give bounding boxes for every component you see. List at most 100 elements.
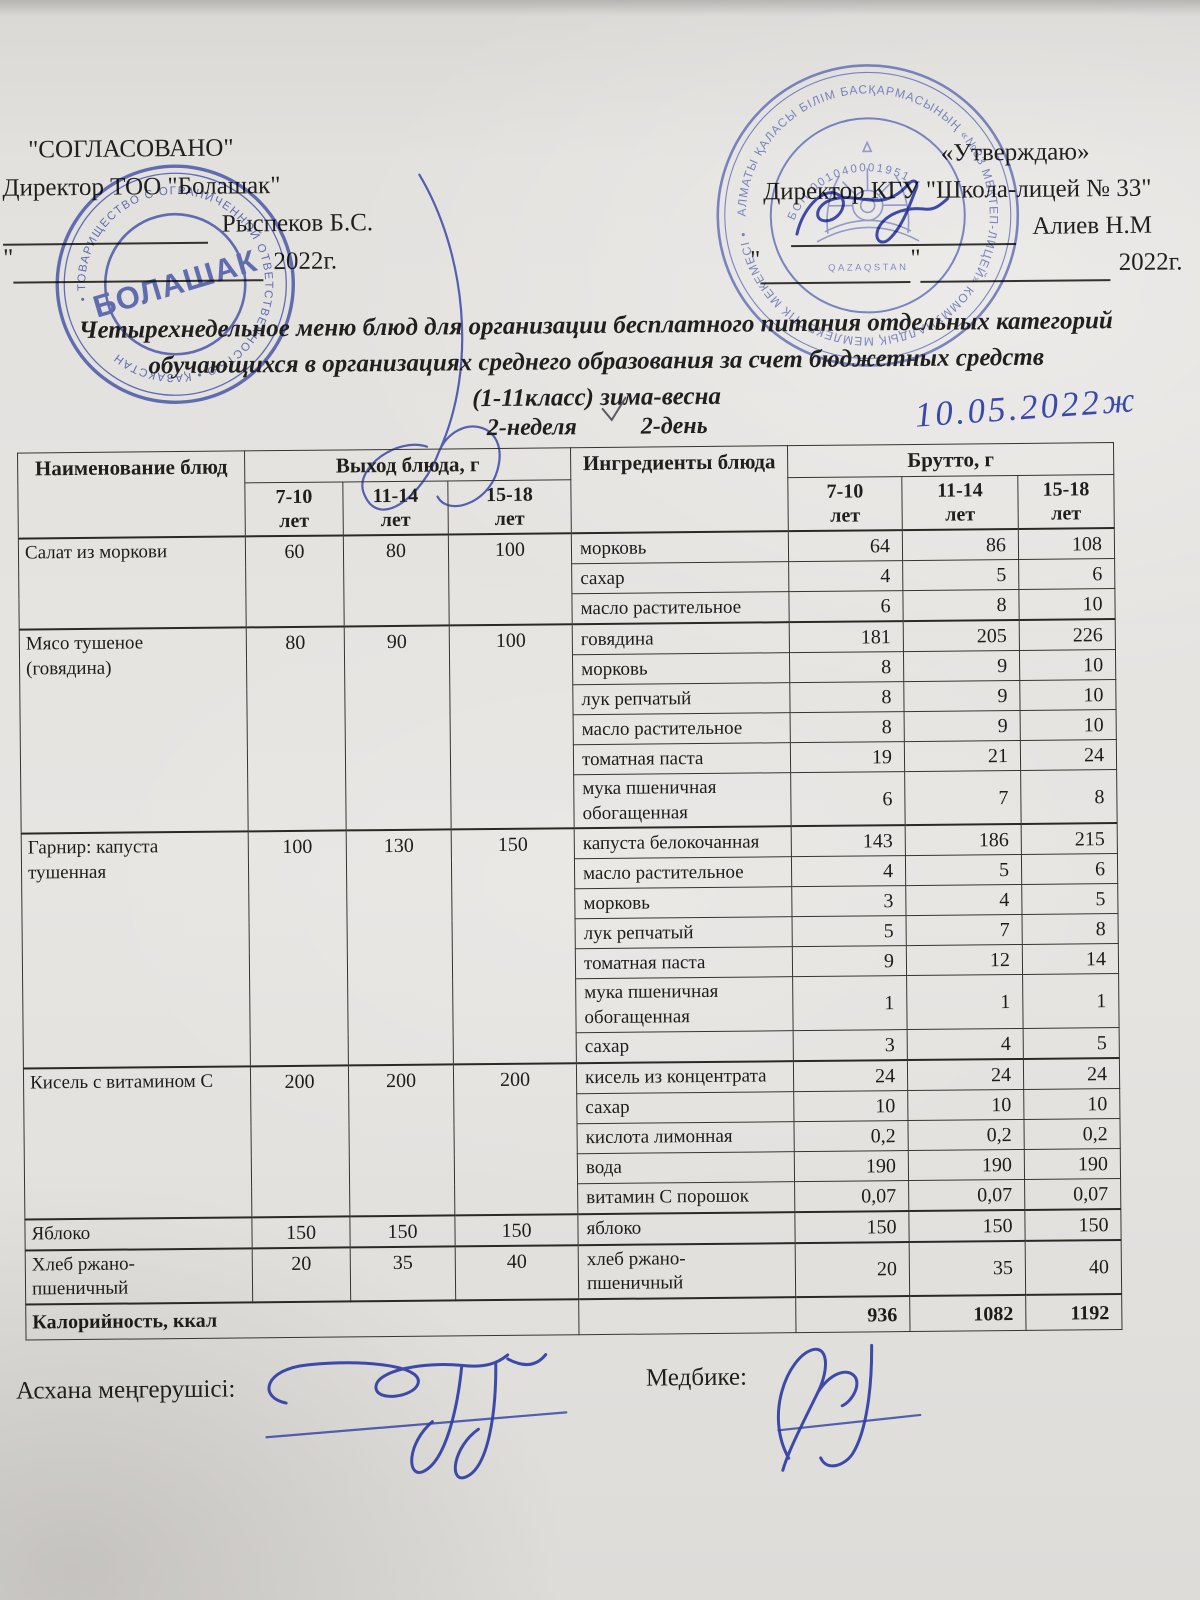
ingredient-name-cell: мука пшеничная обогащенная [573, 772, 792, 829]
school-stamp: АЛМАТЫ ҚАЛАСЫ БІЛІМ БАСҚАРМАСЫНЫҢ «№33 М… [716, 64, 1020, 367]
brutto-value-cell: 190 [794, 1150, 909, 1182]
output-value-cell: 60 [245, 535, 345, 628]
brutto-value-cell: 6 [1018, 558, 1115, 590]
ingredient-name-cell: витамин С порошок [577, 1181, 795, 1214]
output-value-cell: 80 [343, 534, 450, 627]
ingredient-name-cell: лук репчатый [572, 682, 791, 715]
pen-tick [601, 396, 627, 422]
nurse-signature [776, 1343, 922, 1472]
output-value-cell: 150 [251, 1216, 351, 1249]
brutto-value-cell: 5 [1021, 883, 1119, 915]
output-value-cell: 200 [348, 1064, 455, 1217]
brutto-value-cell: 7 [904, 770, 1022, 826]
ingredient-name-cell: вода [577, 1151, 795, 1184]
brutto-value-cell: 8 [1020, 769, 1118, 825]
brutto-value-cell: 108 [1018, 528, 1115, 560]
ingredient-name-cell: лук репчатый [575, 917, 793, 950]
age-header: 15-18 лет [447, 479, 572, 535]
brutto-value-cell: 4 [788, 560, 903, 592]
output-value-cell: 200 [250, 1065, 350, 1218]
calories-value: 1192 [1025, 1294, 1123, 1331]
col-header-ingredients: Ингредиенты блюда [570, 445, 789, 534]
dish-name-cell: Яблоко [24, 1217, 253, 1251]
ingredient-name-cell: сахар [576, 1030, 794, 1063]
ingredient-name-cell: масло растительное [571, 591, 790, 625]
brutto-value-cell: 5 [902, 559, 1019, 591]
age-header: 15-18 лет [1017, 474, 1115, 529]
brutto-value-cell: 1 [792, 975, 908, 1031]
brutto-value-cell: 1 [906, 974, 1024, 1030]
brutto-value-cell: 10 [1019, 679, 1117, 711]
ingredient-name-cell: морковь [574, 887, 793, 920]
brutto-value-cell: 20 [795, 1241, 910, 1298]
ingredient-name-cell: кислота лимонная [577, 1121, 795, 1154]
brutto-value-cell: 86 [902, 528, 1019, 561]
brutto-value-cell: 21 [904, 740, 1021, 772]
output-value-cell: 90 [344, 625, 452, 831]
brutto-value-cell: 24 [907, 1058, 1024, 1091]
brutto-value-cell: 5 [905, 854, 1022, 886]
brutto-value-cell: 24 [1023, 1057, 1120, 1090]
brutto-value-cell: 10 [1018, 588, 1116, 620]
brutto-value-cell: 181 [789, 621, 904, 653]
pen-squiggle [361, 173, 501, 511]
stamp-country-text: QAZAQSTAN [828, 262, 908, 274]
brutto-value-cell: 0,07 [1024, 1178, 1121, 1210]
output-value-cell: 20 [252, 1247, 351, 1303]
brutto-value-cell: 3 [793, 1029, 908, 1061]
ingredient-name-cell: яблоко [577, 1211, 796, 1245]
dish-name-cell: Салат из моркови [18, 536, 247, 630]
output-value-cell: 35 [350, 1246, 456, 1302]
brutto-value-cell: 10 [1023, 1088, 1120, 1120]
brutto-value-cell: 0,2 [907, 1119, 1025, 1151]
brutto-value-cell: 190 [908, 1149, 1025, 1181]
director-signature [795, 179, 950, 244]
ingredient-name-cell: сахар [571, 561, 789, 594]
brutto-value-cell: 150 [794, 1210, 910, 1243]
quote-mark: " [3, 244, 14, 272]
brutto-value-cell: 6 [1021, 853, 1118, 885]
brutto-value-cell: 8 [789, 651, 904, 683]
brutto-value-cell: 10 [793, 1090, 908, 1122]
kazakhstan-emblem-icon [816, 140, 920, 243]
canteen-manager-signature [265, 1353, 568, 1480]
brutto-value-cell: 186 [905, 824, 1022, 856]
brutto-value-cell: 64 [788, 530, 903, 562]
ingredient-name-cell: сахар [576, 1091, 794, 1124]
brutto-value-cell: 4 [907, 1028, 1024, 1060]
brutto-value-cell: 9 [903, 650, 1020, 682]
output-value-cell: 100 [449, 624, 575, 830]
brutto-value-cell: 8 [789, 681, 905, 713]
dish-name-cell: Гарнир: капуста тушенная [21, 831, 251, 1069]
dish-name-cell: Хлеб ржано- пшеничный [25, 1248, 253, 1305]
ingredient-name-cell: томатная паста [573, 742, 791, 775]
bolashak-stamp: • ТОВАРИЩЕСТВО С ОГРАНИЧЕННОЙ ОТВЕТСТВЕН… [55, 164, 295, 404]
brutto-value-cell: 9 [904, 710, 1021, 742]
brutto-value-cell: 150 [908, 1209, 1026, 1242]
menu-table-wrap: Наименование блюд Выход блюда, г Ингреди… [17, 442, 1123, 1341]
calories-value: 936 [795, 1296, 911, 1333]
ingredient-name-cell: масло растительное [574, 857, 792, 890]
brutto-value-cell: 0,07 [794, 1180, 909, 1212]
output-value-cell: 150 [349, 1215, 456, 1248]
brutto-value-cell: 6 [788, 590, 904, 623]
brutto-value-cell: 3 [791, 885, 907, 918]
age-header: 11-14 лет [342, 480, 449, 536]
output-value-cell: 100 [448, 533, 573, 626]
menu-table: Наименование блюд Выход блюда, г Ингреди… [17, 442, 1123, 1341]
brutto-value-cell: 7 [906, 914, 1023, 946]
brutto-value-cell: 226 [1019, 619, 1116, 651]
menu-table-body: Салат из моркови 60 80 100 морковь 64 86 108 сах… [18, 528, 1122, 1305]
brutto-value-cell: 5 [1023, 1027, 1120, 1059]
empty-cell [578, 1297, 797, 1335]
brutto-value-cell: 5 [792, 915, 907, 948]
output-value-cell: 150 [454, 1213, 579, 1247]
brutto-value-cell: 143 [791, 825, 906, 858]
brutto-value-cell: 19 [790, 741, 905, 773]
output-value-cell: 40 [455, 1244, 579, 1301]
nurse-label: Медбике: [645, 1363, 748, 1392]
brutto-value-cell: 10 [907, 1089, 1024, 1121]
brutto-value-cell: 10 [1020, 709, 1117, 741]
